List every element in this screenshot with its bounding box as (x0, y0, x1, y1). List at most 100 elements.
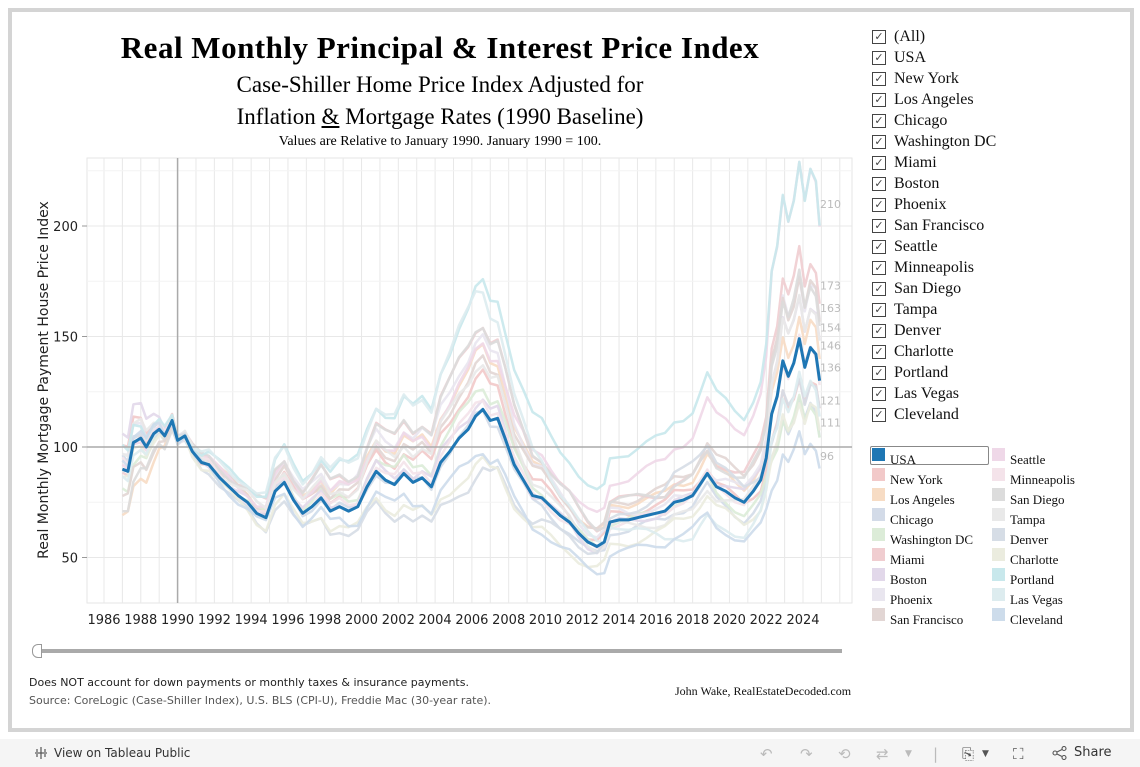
filter-item[interactable]: ✓ Boston (872, 173, 996, 194)
download-icon[interactable]: ⎘ (962, 745, 975, 763)
filter-item-label: Seattle (894, 237, 938, 255)
legend-item[interactable]: Boston (870, 566, 990, 587)
checkbox-icon[interactable]: ✓ (872, 92, 886, 107)
legend-item[interactable]: Chicago (870, 506, 990, 527)
legend-item[interactable]: Tampa (990, 506, 1100, 527)
legend-item[interactable]: San Diego (990, 486, 1100, 507)
filter-item[interactable]: ✓ (All) (872, 26, 996, 47)
checkbox-icon[interactable]: ✓ (872, 302, 886, 317)
series-line-cleveland[interactable] (121, 421, 821, 576)
filter-item-label: Phoenix (894, 195, 947, 213)
filter-item[interactable]: ✓ Seattle (872, 236, 996, 257)
checkbox-icon[interactable]: ✓ (872, 365, 886, 380)
checkbox-icon[interactable]: ✓ (872, 281, 886, 296)
checkbox-icon[interactable]: ✓ (872, 29, 886, 44)
filter-item[interactable]: ✓ Charlotte (872, 341, 996, 362)
checkbox-icon[interactable]: ✓ (872, 260, 886, 275)
legend-item[interactable]: Minneapolis (990, 466, 1100, 487)
legend-item[interactable]: Los Angeles (870, 486, 990, 507)
filter-item[interactable]: ✓ Denver (872, 320, 996, 341)
filter-item[interactable]: ✓ Las Vegas (872, 383, 996, 404)
filter-item[interactable]: ✓ Miami (872, 152, 996, 173)
refresh-dropdown-icon[interactable]: ▼ (905, 749, 912, 759)
legend-label: Chicago (890, 512, 934, 527)
slider-handle[interactable] (32, 644, 42, 658)
slider-track[interactable] (38, 649, 842, 653)
filter-item[interactable]: ✓ Chicago (872, 110, 996, 131)
checkbox-icon[interactable]: ✓ (872, 386, 886, 401)
filter-item[interactable]: ✓ Phoenix (872, 194, 996, 215)
legend-item[interactable]: Seattle (990, 446, 1100, 467)
refresh-icon[interactable]: ⇄ (876, 745, 889, 763)
legend-label: San Francisco (890, 612, 964, 627)
legend-item[interactable]: USA (870, 446, 990, 467)
legend-item[interactable]: Phoenix (870, 586, 990, 607)
checkbox-icon[interactable]: ✓ (872, 155, 886, 170)
x-tick-label: 2000 (345, 613, 378, 628)
checkbox-icon[interactable]: ✓ (872, 323, 886, 338)
x-tick-label: 1998 (308, 613, 341, 628)
checkbox-icon[interactable]: ✓ (872, 50, 886, 65)
filter-item[interactable]: ✓ Tampa (872, 299, 996, 320)
legend-label: Seattle (1010, 452, 1046, 467)
checkbox-icon[interactable]: ✓ (872, 218, 886, 233)
legend-item[interactable]: Washington DC (870, 526, 990, 547)
filter-item[interactable]: ✓ San Diego (872, 278, 996, 299)
x-tick-label: 1990 (161, 613, 194, 628)
legend-item[interactable]: Miami (870, 546, 990, 567)
filter-item-label: Portland (894, 363, 949, 381)
date-range-slider[interactable] (32, 644, 842, 658)
checkbox-icon[interactable]: ✓ (872, 134, 886, 149)
legend-item[interactable]: San Francisco (870, 606, 990, 627)
legend-item[interactable]: Las Vegas (990, 586, 1100, 607)
series-line-charlotte[interactable] (122, 402, 821, 569)
filter-item[interactable]: ✓ San Francisco (872, 215, 996, 236)
legend-item[interactable]: New York (870, 466, 990, 487)
legend-item[interactable]: Portland (990, 566, 1100, 587)
x-tick-label: 2012 (566, 613, 599, 628)
filter-item-label: Washington DC (894, 132, 997, 150)
undo-icon[interactable]: ↶ (760, 745, 773, 763)
legend-item[interactable]: Denver (990, 526, 1100, 547)
filter-item[interactable]: ✓ Los Angeles (872, 89, 996, 110)
fullscreen-icon[interactable]: ⛶ (1013, 745, 1024, 763)
filter-item[interactable]: ✓ Portland (872, 362, 996, 383)
series-line-portland[interactable] (121, 160, 821, 498)
legend-item[interactable]: Charlotte (990, 546, 1100, 567)
series-line-usa[interactable] (121, 337, 822, 548)
chart-subtitle-line2: Inflation & Mortgage Rates (1990 Baselin… (0, 104, 880, 130)
checkbox-icon[interactable]: ✓ (872, 197, 886, 212)
revert-icon[interactable]: ⟲ (838, 745, 851, 763)
checkbox-icon[interactable]: ✓ (872, 344, 886, 359)
line-chart[interactable]: 210 173 163 154 146 136 121 111 96 50 100 150 200 198… (0, 0, 870, 640)
checkbox-icon[interactable]: ✓ (872, 239, 886, 254)
legend-label: Phoenix (890, 592, 933, 607)
series-line-san-diego[interactable] (122, 268, 821, 532)
filter-item[interactable]: ✓ USA (872, 47, 996, 68)
x-tick-label: 2014 (603, 613, 636, 628)
legend-item[interactable]: Cleveland (990, 606, 1100, 627)
toolbar-divider: | (933, 745, 939, 763)
filter-item-label: San Francisco (894, 216, 985, 234)
checkbox-icon[interactable]: ✓ (872, 407, 886, 422)
filter-item[interactable]: ✓ Cleveland (872, 404, 996, 425)
checkbox-icon[interactable]: ✓ (872, 113, 886, 128)
filter-item[interactable]: ✓ Washington DC (872, 131, 996, 152)
series-line-las-vegas[interactable] (121, 289, 821, 545)
filter-item[interactable]: ✓ New York (872, 68, 996, 89)
x-tick-label: 1992 (198, 613, 231, 628)
end-value-label: 163 (820, 302, 841, 315)
checkbox-icon[interactable]: ✓ (872, 71, 886, 86)
legend-swatch (992, 608, 1005, 621)
chart-note: Values are Relative to January 1990. Jan… (278, 134, 602, 149)
checkbox-icon[interactable]: ✓ (872, 176, 886, 191)
legend-swatch (872, 508, 885, 521)
download-dropdown-icon[interactable]: ▼ (982, 749, 989, 759)
view-on-tableau-link[interactable]: View on Tableau Public (34, 746, 190, 760)
filter-item[interactable]: ✓ Minneapolis (872, 257, 996, 278)
series-line-seattle[interactable] (121, 160, 821, 514)
redo-icon[interactable]: ↷ (800, 745, 813, 763)
y-tick-label: 100 (53, 441, 78, 456)
share-button[interactable]: Share (1052, 745, 1112, 760)
legend-label: Boston (890, 572, 927, 587)
